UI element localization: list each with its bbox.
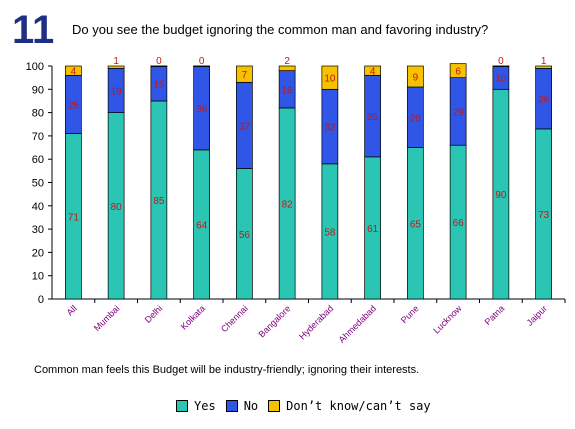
bar-segment-dont-know xyxy=(321,65,339,90)
legend-label-yes: Yes xyxy=(194,399,216,413)
y-tick-label: 60 xyxy=(32,154,44,166)
x-tick-label: Delhi xyxy=(143,303,165,325)
bar-segment-dont-know xyxy=(65,65,82,76)
x-tick-label: Ahmedabad xyxy=(337,303,378,344)
data-label: 65 xyxy=(410,219,422,230)
data-label: 2 xyxy=(284,56,290,67)
x-tick-label: Mumbai xyxy=(92,303,122,333)
bar-segment-dont-know xyxy=(449,63,467,78)
chart-legend: Yes No Don’t know/can’t say xyxy=(176,399,441,413)
legend-item-dont-know: Don’t know/can’t say xyxy=(268,399,431,413)
data-label: 71 xyxy=(68,212,80,223)
data-label: 80 xyxy=(111,202,123,213)
x-tick-label: Patna xyxy=(483,303,507,327)
bar-segment-dont-know xyxy=(278,65,296,72)
x-tick-label: Hyderabad xyxy=(297,303,335,341)
data-label: 19 xyxy=(111,86,123,97)
data-label: 15 xyxy=(153,79,165,90)
bar-segment-dont-know xyxy=(236,65,253,83)
data-label: 10 xyxy=(495,74,507,85)
data-label: 61 xyxy=(367,224,379,235)
bar-segment-dont-know xyxy=(492,65,510,67)
x-tick-label: Pune xyxy=(399,303,421,325)
data-label: 66 xyxy=(453,218,465,229)
data-label: 58 xyxy=(324,227,336,238)
x-tick-label: Lucknow xyxy=(431,303,464,336)
data-label: 1 xyxy=(113,56,119,67)
data-label: 4 xyxy=(370,67,376,78)
bar-segment-dont-know xyxy=(150,65,168,67)
legend-swatch-yes xyxy=(176,400,188,412)
chart-caption: Common man feels this Budget will be ind… xyxy=(34,364,420,376)
bar-segment-dont-know xyxy=(407,65,424,88)
legend-swatch-no xyxy=(225,400,238,412)
bar-segment-dont-know xyxy=(107,65,125,69)
y-tick-label: 30 xyxy=(32,224,44,236)
data-label: 29 xyxy=(453,107,465,118)
y-tick-label: 10 xyxy=(32,271,44,283)
question-text: Do you see the budget ignoring the commo… xyxy=(72,22,489,37)
data-label: 25 xyxy=(68,100,80,111)
y-tick-label: 70 xyxy=(32,131,44,143)
bar-segment-dont-know xyxy=(364,65,381,76)
y-tick-label: 40 xyxy=(32,201,44,213)
data-label: 7 xyxy=(242,70,248,81)
data-label: 9 xyxy=(413,72,419,83)
question-number: 11 xyxy=(12,8,55,52)
y-tick-label: 80 xyxy=(32,108,44,120)
legend-swatch-dont-know xyxy=(268,400,281,412)
stacked-bar-chart: 010203040506070809010071254All80191Mumba… xyxy=(26,56,566,345)
data-label: 26 xyxy=(538,95,550,106)
data-label: 16 xyxy=(282,85,294,96)
legend-label-no: No xyxy=(243,399,259,413)
bar-segment-dont-know xyxy=(535,65,552,69)
data-label: 0 xyxy=(498,56,504,67)
data-label: 85 xyxy=(153,196,165,207)
bar-segment-dont-know xyxy=(193,65,210,67)
data-label: 82 xyxy=(282,199,294,210)
legend-item-no: No xyxy=(225,399,259,413)
data-label: 26 xyxy=(410,113,422,124)
data-label: 73 xyxy=(538,210,550,221)
data-label: 32 xyxy=(324,123,336,134)
data-label: 4 xyxy=(71,67,77,78)
legend-label-dont-know: Don’t know/can’t say xyxy=(286,399,431,413)
y-tick-label: 50 xyxy=(32,178,44,190)
data-label: 37 xyxy=(239,121,251,132)
data-label: 1 xyxy=(541,56,547,67)
x-tick-label: All xyxy=(65,303,79,317)
data-label: 0 xyxy=(156,56,162,67)
y-tick-label: 0 xyxy=(38,294,44,306)
x-tick-label: Bangalore xyxy=(256,303,292,339)
data-label: 6 xyxy=(455,67,461,78)
data-label: 35 xyxy=(367,112,379,123)
data-label: 10 xyxy=(324,74,336,85)
y-tick-label: 90 xyxy=(32,84,44,96)
data-label: 0 xyxy=(199,56,205,67)
y-tick-label: 100 xyxy=(26,61,44,73)
data-label: 36 xyxy=(196,104,208,115)
x-tick-label: Chennai xyxy=(219,303,250,334)
x-tick-label: Jaipur xyxy=(525,303,549,327)
legend-item-yes: Yes xyxy=(176,399,216,413)
data-label: 90 xyxy=(495,190,507,201)
x-tick-label: Kolkata xyxy=(179,303,207,331)
y-tick-label: 20 xyxy=(32,247,44,259)
data-label: 56 xyxy=(239,230,251,241)
data-label: 64 xyxy=(196,220,208,231)
